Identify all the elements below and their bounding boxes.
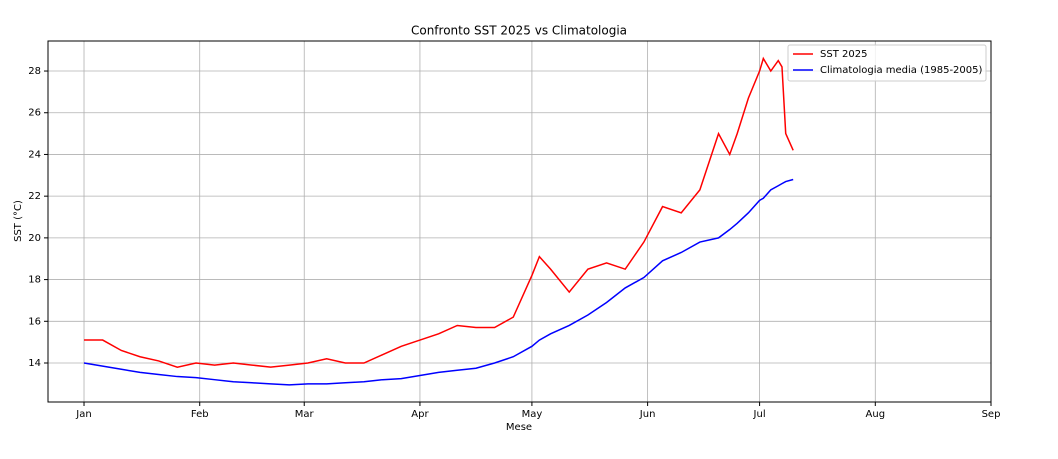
series-line — [84, 56, 794, 368]
y-tick-label: 20 — [28, 233, 41, 244]
x-tick-label: Jan — [75, 409, 91, 420]
x-tick-label: Sep — [982, 409, 1001, 420]
y-tick-label: 24 — [28, 149, 41, 160]
series-line — [83, 178, 794, 386]
y-tick-label: 28 — [28, 66, 41, 77]
plot-frame — [47, 40, 992, 403]
y-tick-label: 26 — [28, 108, 41, 119]
x-tick-label: Aug — [866, 409, 886, 420]
y-tick-label: 22 — [28, 191, 41, 202]
x-tick-label: Jul — [753, 409, 766, 420]
chart-title: Confronto SST 2025 vs Climatologia — [411, 24, 627, 38]
x-tick-label: Mar — [295, 409, 315, 420]
legend-label: Climatologia media (1985-2005) — [820, 65, 983, 76]
x-tick-label: Jun — [639, 409, 656, 420]
y-axis-label: SST (°C) — [13, 200, 24, 242]
y-tick-label: 14 — [28, 358, 41, 369]
y-tick-label: 16 — [28, 316, 41, 327]
legend-box — [787, 44, 987, 82]
x-tick-label: Feb — [191, 409, 209, 420]
legend-label: SST 2025 — [820, 49, 867, 60]
y-tick-label: 18 — [28, 275, 41, 286]
x-tick-label: Apr — [411, 409, 429, 420]
x-axis-label: Mese — [506, 422, 532, 433]
x-tick-label: May — [522, 409, 543, 420]
